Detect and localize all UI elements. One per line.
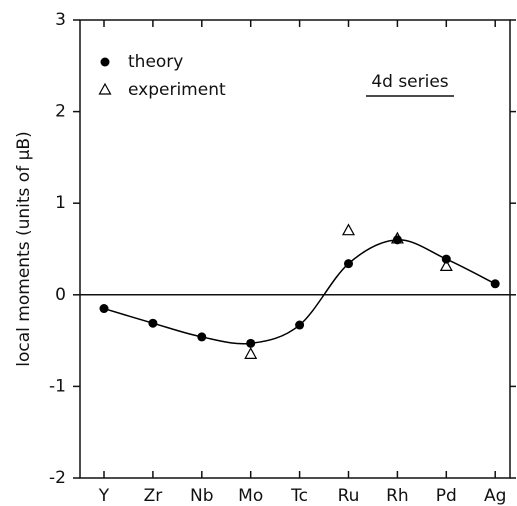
data-point bbox=[341, 223, 356, 236]
y-tick-label: 2 bbox=[55, 102, 66, 122]
x-tick-label: Pd bbox=[436, 486, 457, 506]
data-point bbox=[344, 259, 353, 269]
legend-marker bbox=[100, 57, 110, 67]
data-point bbox=[390, 231, 404, 244]
y-tick-label: 3 bbox=[55, 10, 66, 30]
data-point bbox=[148, 318, 158, 328]
legend-marker bbox=[98, 82, 112, 95]
data-point bbox=[295, 320, 305, 330]
x-tick-label: Ag bbox=[484, 486, 506, 506]
x-tick-label: Rh bbox=[386, 486, 409, 506]
data-point bbox=[441, 254, 451, 264]
x-tick-label: Ru bbox=[338, 486, 360, 506]
legend-label: theory bbox=[128, 52, 183, 72]
x-tick-label: Mo bbox=[238, 486, 263, 506]
x-tick-label: Zr bbox=[144, 486, 163, 506]
y-tick-label: -2 bbox=[49, 468, 66, 488]
plot-frame bbox=[79, 19, 511, 479]
data-point bbox=[244, 347, 258, 359]
data-point bbox=[246, 338, 256, 348]
y-tick-label: 0 bbox=[55, 285, 66, 305]
x-tick-label: Y bbox=[98, 486, 110, 506]
y-tick-label: 1 bbox=[55, 193, 66, 213]
legend-label: experiment bbox=[128, 80, 226, 100]
y-axis-label: local moments (units of μB) bbox=[14, 131, 34, 366]
data-point bbox=[439, 259, 453, 272]
x-tick-label: Tc bbox=[290, 486, 308, 506]
data-point bbox=[197, 332, 207, 342]
y-tick-label: -1 bbox=[49, 376, 66, 396]
data-point bbox=[99, 304, 109, 314]
annotation: 4d series bbox=[371, 72, 448, 92]
x-tick-label: Nb bbox=[190, 486, 214, 506]
data-point bbox=[490, 279, 500, 289]
